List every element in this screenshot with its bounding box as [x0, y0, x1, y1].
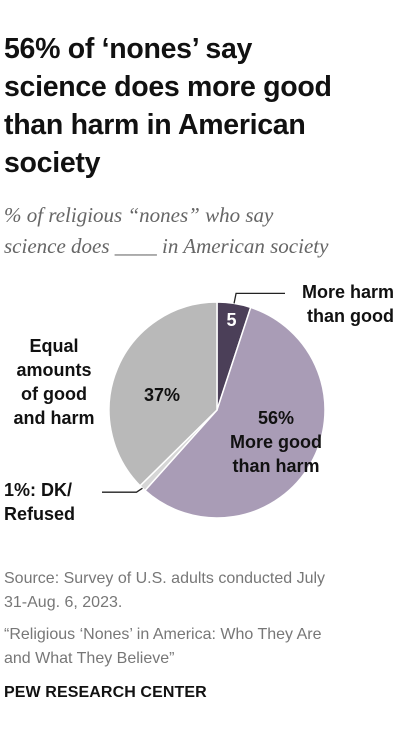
pie-chart: 5 More harm than good 56% More good than harm… [4, 284, 394, 524]
data-label-more-good-line: 56% [258, 408, 294, 428]
category-label-more-harm-line: More harm [302, 284, 394, 302]
category-label-dk-refused: 1%: DK/Refused [4, 480, 75, 524]
data-label-more-harm-line: 5 [227, 310, 237, 330]
chart-subtitle: % of religious “nones” who say science d… [4, 200, 396, 262]
data-label-more-good: 56% More good than harm [230, 408, 322, 476]
report-line: and What They Believe” [4, 650, 175, 667]
data-label-more-harm: 5 [227, 310, 237, 330]
data-label-more-good-line: than harm [232, 456, 319, 476]
subtitle-line: science does ____ in American society [4, 234, 329, 258]
data-label-equal: 37% [144, 385, 180, 405]
category-label-more-harm-line: than good [307, 306, 394, 326]
organization-name: PEW RESEARCH CENTER [4, 684, 207, 701]
source-note: Source: Survey of U.S. adults conducted … [4, 567, 396, 615]
category-label-equal: Equal amounts of good and harm [13, 336, 94, 428]
category-label-equal-line: of good [21, 384, 87, 404]
title-line: than harm in American [4, 109, 306, 141]
subtitle-line: % of religious “nones” who say [4, 203, 274, 227]
title-line: science does more good [4, 71, 332, 103]
category-label-dk-refused-line: 1%: DK/ [4, 480, 72, 500]
pie-slice-more_good [143, 306, 326, 519]
report-line: “Religious ‘Nones’ in America: Who They … [4, 626, 322, 643]
category-label-equal-line: and harm [13, 408, 94, 428]
title-line: 56% of ‘nones’ say [4, 33, 253, 65]
leader-line-more-harm [233, 292, 285, 304]
category-label-more-harm: More harm than good [302, 284, 394, 326]
source-line: Source: Survey of U.S. adults conducted … [4, 570, 326, 587]
category-label-equal-line: Equal [29, 336, 78, 356]
category-label-equal-line: amounts [16, 360, 91, 380]
category-label-dk-refused-line: Refused [4, 504, 75, 524]
leader-line-dk-refused [102, 487, 143, 493]
pie-slice-equal [108, 301, 218, 487]
source-line: 31-Aug. 6, 2023. [4, 594, 123, 611]
chart-title: 56% of ‘nones’ say science does more goo… [4, 30, 396, 182]
data-label-more-good-line: More good [230, 432, 322, 452]
report-title: “Religious ‘Nones’ in America: Who They … [4, 623, 396, 671]
title-line: society [4, 147, 101, 179]
data-label-equal-line: 37% [144, 385, 180, 405]
